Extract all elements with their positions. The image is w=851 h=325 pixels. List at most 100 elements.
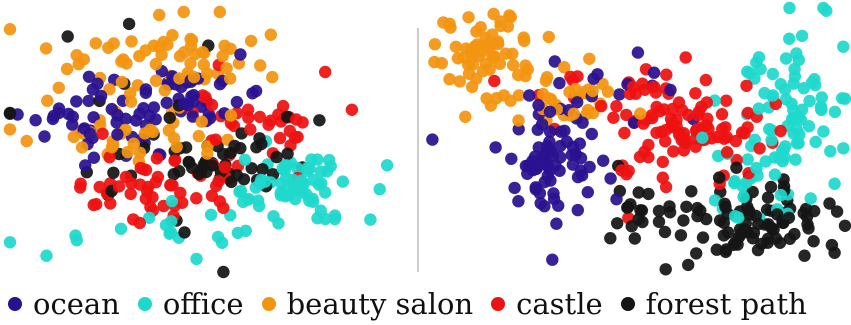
scatter-point-forest-path xyxy=(107,166,120,179)
scatter-point-castle xyxy=(653,105,666,118)
scatter-point-beauty-salon xyxy=(266,70,279,84)
scatter-point-beauty-salon xyxy=(512,89,526,102)
scatter-point-forest-path xyxy=(830,205,844,218)
scatter-point-castle xyxy=(164,179,177,192)
scatter-point-beauty-salon xyxy=(244,34,258,48)
scatter-point-beauty-salon xyxy=(184,57,197,70)
scatter-point-office xyxy=(779,93,793,106)
scatter-point-office xyxy=(251,194,265,207)
scatter-point-office xyxy=(766,67,779,81)
scatter-point-castle xyxy=(124,187,137,201)
scatter-point-office xyxy=(272,217,285,230)
scatter-point-forest-path xyxy=(771,208,784,221)
scatter-point-beauty-salon xyxy=(449,40,463,53)
scatter-point-ocean xyxy=(631,46,645,59)
scatter-point-forest-path xyxy=(256,163,269,176)
scatter-point-office xyxy=(380,159,394,172)
scatter-point-castle xyxy=(488,74,501,88)
scatter-point-office xyxy=(824,145,837,158)
scatter-point-forest-path xyxy=(682,258,695,272)
scatter-point-forest-path xyxy=(185,161,199,174)
scatter-point-beauty-salon xyxy=(224,109,238,122)
scatter-point-castle xyxy=(679,51,692,64)
scatter-point-beauty-salon xyxy=(41,94,54,107)
scatter-point-ocean xyxy=(530,162,543,176)
scatter-point-beauty-salon xyxy=(103,83,116,96)
scatter-point-castle xyxy=(649,86,662,99)
scatter-point-ocean xyxy=(576,116,589,129)
scatter-point-forest-path xyxy=(604,232,617,245)
scatter-point-beauty-salon xyxy=(20,134,33,148)
scatter-point-office xyxy=(70,234,84,247)
scatter-point-forest-path xyxy=(802,222,815,235)
scatter-point-ocean xyxy=(38,130,51,143)
scatter-point-forest-path xyxy=(752,217,765,231)
scatter-point-castle xyxy=(666,102,679,116)
scatter-point-office xyxy=(165,194,179,208)
scatter-point-office xyxy=(765,124,778,137)
scatter-point-office xyxy=(696,131,709,144)
scatter-point-forest-path xyxy=(628,232,641,245)
scatter-point-beauty-salon xyxy=(512,114,525,127)
scatter-point-ocean xyxy=(129,114,143,127)
scatter-point-beauty-salon xyxy=(133,49,146,63)
scatter-point-ocean xyxy=(94,89,108,103)
scatter-point-castle xyxy=(133,178,147,191)
scatter-point-forest-path xyxy=(807,235,820,248)
scatter-point-beauty-salon xyxy=(39,42,53,55)
scatter-point-forest-path xyxy=(625,220,638,233)
scatter-point-beauty-salon xyxy=(216,49,229,63)
scatter-point-castle xyxy=(213,195,226,208)
scatter-point-forest-path xyxy=(632,186,645,199)
scatter-point-beauty-salon xyxy=(107,37,120,50)
legend-item-ocean: ocean xyxy=(4,287,120,321)
scatter-point-forest-path xyxy=(710,243,723,256)
scatter-point-castle xyxy=(276,99,290,113)
scatter-point-forest-path xyxy=(61,30,74,43)
scatter-point-beauty-salon xyxy=(539,74,553,88)
scatter-point-beauty-salon xyxy=(52,81,65,95)
scatter-point-beauty-salon xyxy=(586,84,599,98)
scatter-point-beauty-salon xyxy=(506,58,520,72)
scatter-point-forest-path xyxy=(823,197,836,210)
legend-label-office: office xyxy=(162,287,244,321)
scatter-point-castle xyxy=(253,110,266,124)
scatter-point-beauty-salon xyxy=(220,62,233,75)
scatter-point-ocean xyxy=(185,90,198,103)
scatter-point-beauty-salon xyxy=(105,141,119,154)
scatter-point-office xyxy=(303,162,316,175)
scatter-point-castle xyxy=(620,108,633,122)
scatter-point-beauty-salon xyxy=(583,52,596,65)
scatter-point-ocean xyxy=(82,94,95,108)
scatter-point-castle xyxy=(87,198,100,212)
scatter-point-forest-path xyxy=(621,201,634,214)
scatter-point-forest-path xyxy=(800,210,814,223)
scatter-point-forest-path xyxy=(769,232,783,245)
scatter-point-office xyxy=(296,185,310,198)
scatter-point-castle xyxy=(288,131,302,144)
scatter-point-beauty-salon xyxy=(601,85,615,98)
scatter-point-castle xyxy=(227,119,241,133)
scatter-point-office xyxy=(790,123,804,137)
scatter-point-ocean xyxy=(543,125,557,138)
scatter-point-office xyxy=(768,151,782,164)
scatter-point-castle xyxy=(753,142,766,155)
scatter-point-forest-path xyxy=(751,243,765,257)
scatter-point-forest-path xyxy=(253,132,266,145)
scatter-point-office xyxy=(809,78,822,92)
scatter-point-beauty-salon xyxy=(443,73,456,86)
legend-item-forest-path: forest path xyxy=(617,287,807,321)
scatter-point-ocean xyxy=(543,105,557,119)
scatter-point-castle xyxy=(701,112,714,125)
scatter-point-castle xyxy=(103,151,116,164)
scatter-point-castle xyxy=(740,79,753,93)
scatter-point-office xyxy=(792,110,805,124)
scatter-point-beauty-salon xyxy=(264,28,277,41)
scatter-point-forest-path xyxy=(200,165,213,179)
scatter-point-office xyxy=(783,32,796,45)
scatter-point-office xyxy=(143,211,156,224)
scatter-point-castle xyxy=(715,108,729,121)
scatter-point-office xyxy=(279,190,292,203)
scatter-point-beauty-salon xyxy=(117,53,130,66)
